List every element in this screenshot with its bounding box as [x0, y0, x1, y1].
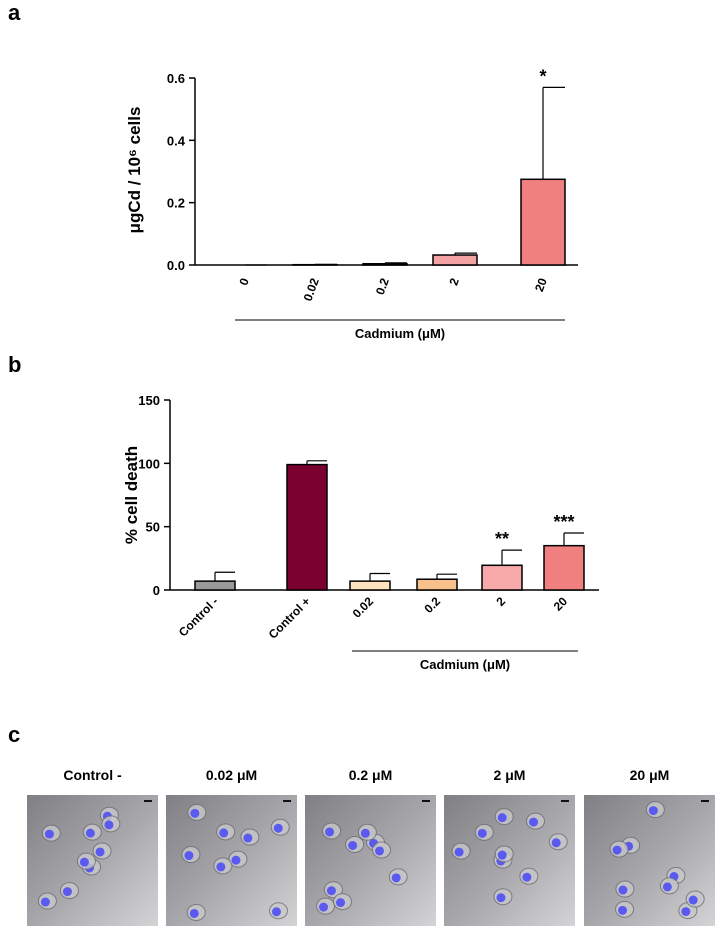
scale-bar: [561, 800, 569, 802]
y-tick-label: 0.2: [167, 196, 185, 211]
x-tick-label: 0.2: [373, 276, 392, 297]
nucleus: [681, 907, 690, 916]
group-label: Cadmium (μM): [355, 326, 445, 341]
nucleus: [272, 907, 281, 916]
nucleus: [41, 898, 50, 907]
panel-label: b: [8, 352, 21, 377]
micrograph: [584, 795, 715, 926]
nucleus: [348, 841, 357, 850]
nucleus: [219, 828, 228, 837]
nucleus: [274, 824, 283, 833]
nucleus: [184, 851, 193, 860]
bar: [287, 465, 327, 590]
nucleus: [498, 851, 507, 860]
y-tick-label: 0: [153, 583, 160, 598]
nucleus: [86, 829, 95, 838]
x-tick-label: 0.2: [421, 594, 443, 616]
y-tick-label: 150: [138, 393, 160, 408]
nucleus: [63, 887, 72, 896]
nucleus: [496, 893, 505, 902]
x-tick-label: Control +: [266, 594, 313, 641]
nucleus: [80, 858, 89, 867]
panel-label: c: [8, 722, 20, 747]
nucleus: [325, 827, 334, 836]
y-tick-label: 0.6: [167, 71, 185, 86]
nucleus: [361, 829, 370, 838]
nucleus: [618, 906, 627, 915]
significance-label: **: [495, 529, 509, 549]
image-title: 0.2 μM: [349, 767, 393, 783]
error-bar: [370, 574, 390, 582]
nucleus: [319, 903, 328, 912]
x-tick-label: 0.02: [301, 276, 322, 303]
error-bar: [502, 550, 522, 565]
nucleus: [478, 829, 487, 838]
bar: [195, 581, 235, 590]
y-tick-label: 0.4: [167, 133, 186, 148]
x-tick-label: Control -: [176, 594, 221, 639]
image-title: Control -: [63, 767, 122, 783]
nucleus: [231, 856, 240, 865]
x-tick-label: 2: [493, 594, 508, 609]
micrograph: [166, 795, 297, 926]
nucleus: [375, 846, 384, 855]
nucleus: [190, 809, 199, 818]
bar: [544, 546, 584, 590]
nucleus: [96, 847, 105, 856]
error-bar: [437, 574, 457, 579]
significance-label: ***: [553, 512, 574, 532]
nucleus: [529, 818, 538, 827]
bar: [363, 264, 407, 265]
nucleus: [104, 820, 113, 829]
x-tick-label: 2: [446, 276, 462, 287]
bar: [521, 179, 565, 265]
micrograph: [27, 795, 158, 926]
x-tick-label: 20: [532, 276, 550, 294]
y-tick-label: 100: [138, 456, 160, 471]
x-tick-label: 20: [551, 594, 571, 614]
nucleus: [618, 886, 627, 895]
error-bar: [543, 87, 565, 179]
error-bar: [215, 572, 235, 581]
bar: [433, 255, 477, 265]
bar: [482, 565, 522, 590]
nucleus: [392, 873, 401, 882]
nucleus: [552, 838, 561, 847]
nucleus: [649, 806, 658, 815]
nucleus: [327, 886, 336, 895]
nucleus: [45, 830, 54, 839]
scale-bar: [144, 800, 152, 802]
scale-bar: [283, 800, 291, 802]
nucleus: [522, 873, 531, 882]
x-tick-label: 0.02: [350, 594, 377, 621]
nucleus: [243, 834, 252, 843]
x-tick-label: 0: [236, 276, 252, 287]
nucleus: [689, 896, 698, 905]
error-bar: [564, 533, 584, 546]
y-tick-label: 50: [146, 520, 160, 535]
y-tick-label: 0.0: [167, 258, 185, 273]
nucleus: [455, 848, 464, 857]
scale-bar: [701, 800, 709, 802]
nucleus: [498, 813, 507, 822]
bar: [417, 579, 457, 590]
nucleus: [613, 846, 622, 855]
image-title: 20 μM: [630, 767, 670, 783]
nucleus: [190, 909, 199, 918]
micrograph: [444, 795, 575, 926]
group-label: Cadmium (μM): [420, 657, 510, 672]
nucleus: [216, 862, 225, 871]
panel-label: a: [8, 0, 21, 25]
y-axis-label: μgCd / 10⁶ cells: [125, 107, 144, 234]
bar: [350, 581, 390, 590]
image-title: 2 μM: [494, 767, 526, 783]
nucleus: [336, 898, 345, 907]
image-title: 0.02 μM: [206, 767, 257, 783]
scale-bar: [422, 800, 430, 802]
nucleus: [663, 882, 672, 891]
micrograph: [305, 795, 436, 926]
significance-label: *: [539, 66, 546, 86]
